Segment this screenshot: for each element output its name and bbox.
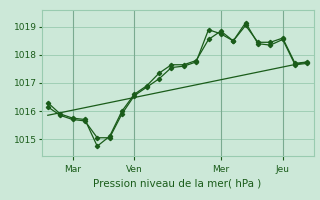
X-axis label: Pression niveau de la mer( hPa ): Pression niveau de la mer( hPa ) [93,178,262,188]
